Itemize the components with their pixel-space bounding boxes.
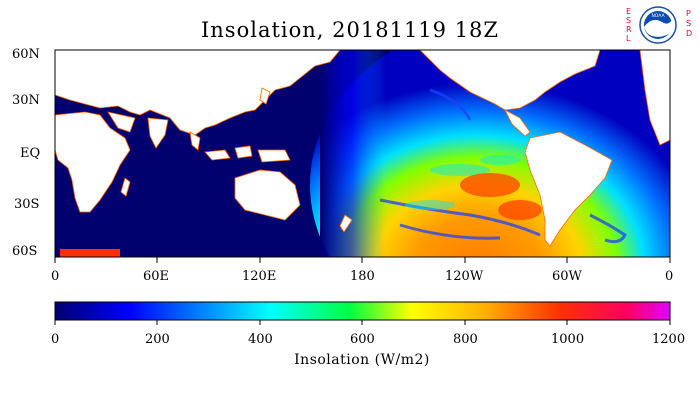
logo-letter-d: D: [686, 29, 692, 38]
lat-label-60n: 60N: [12, 47, 40, 62]
colorbar-ticks: [54, 320, 671, 325]
lon-label-60w: 60W: [552, 269, 582, 284]
colorbar-tick-800: 800: [453, 332, 478, 347]
logo-letter-l: L: [626, 34, 631, 43]
colorbar-tick-400: 400: [248, 332, 273, 347]
logo-letter-r: R: [626, 25, 632, 34]
lat-label-eq: EQ: [20, 146, 41, 161]
lon-label-60e: 60E: [143, 269, 170, 284]
lon-label-120w: 120W: [445, 269, 484, 284]
colorbar-tick-1000: 1000: [551, 332, 585, 347]
lon-label-180: 180: [350, 269, 375, 284]
logo-letter-s2: S: [686, 19, 691, 28]
logo-letter-s: S: [626, 16, 631, 25]
logo-letter-p: P: [686, 9, 691, 18]
colorbar-tick-600: 600: [350, 332, 375, 347]
map-panel: [55, 50, 670, 257]
colorbar-tick-0: 0: [51, 332, 60, 347]
colorbar-title: Insolation (W/m2): [294, 352, 430, 368]
logo-noaa-text: NOAA: [651, 13, 665, 19]
lon-label-0: 0: [51, 269, 60, 284]
colorbar: [54, 301, 671, 321]
lat-label-30n: 30N: [12, 93, 40, 108]
colorbar-tick-1200: 1200: [652, 332, 686, 347]
noaa-logo: E S R L P S D NOAA: [622, 4, 696, 46]
lon-label-120e: 120E: [242, 269, 277, 284]
map-title: Insolation, 20181119 18Z: [200, 18, 500, 42]
colorbar-tick-200: 200: [145, 332, 170, 347]
logo-letter-e: E: [626, 7, 631, 16]
lon-label-0-right: 0: [665, 269, 674, 284]
lat-label-30s: 30S: [14, 197, 40, 212]
lat-label-60s: 60S: [12, 244, 38, 259]
landmasses: [55, 50, 670, 247]
map-ticks: [54, 257, 671, 263]
